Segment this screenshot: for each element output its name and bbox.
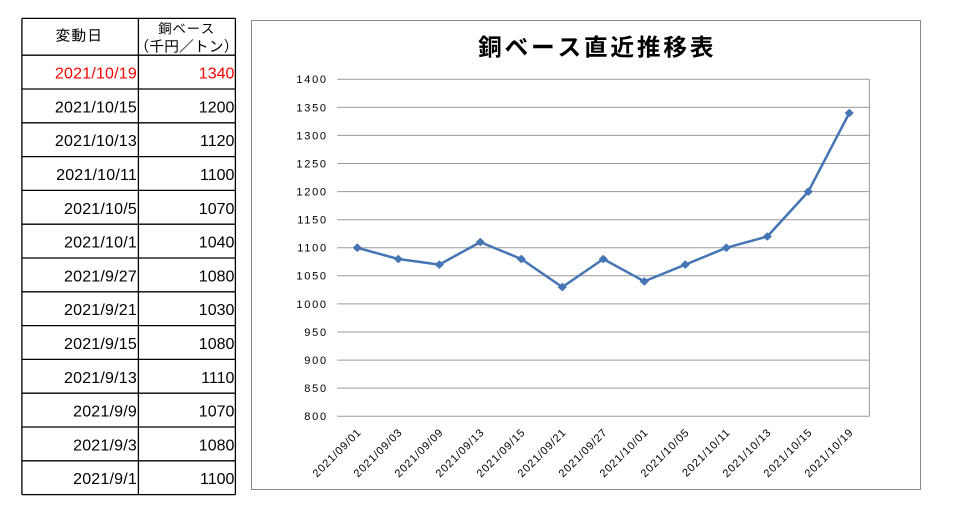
svg-text:1070: 1070 bbox=[199, 404, 235, 421]
svg-text:1080: 1080 bbox=[199, 268, 235, 285]
svg-text:850: 850 bbox=[304, 383, 328, 395]
svg-text:900: 900 bbox=[304, 355, 328, 367]
svg-text:1100: 1100 bbox=[200, 167, 235, 184]
svg-text:1100: 1100 bbox=[297, 243, 328, 255]
svg-text:2021/9/21: 2021/9/21 bbox=[64, 302, 137, 319]
svg-text:1150: 1150 bbox=[297, 215, 328, 227]
svg-text:1080: 1080 bbox=[199, 336, 235, 353]
svg-text:1110: 1110 bbox=[201, 370, 234, 387]
svg-text:2021/9/15: 2021/9/15 bbox=[64, 336, 137, 353]
svg-text:1200: 1200 bbox=[199, 99, 235, 116]
svg-text:1100: 1100 bbox=[200, 471, 235, 488]
svg-text:1350: 1350 bbox=[296, 102, 327, 114]
svg-text:2021/9/3: 2021/9/3 bbox=[73, 437, 137, 454]
svg-text:2021/10/11: 2021/10/11 bbox=[56, 167, 137, 184]
svg-text:1030: 1030 bbox=[199, 302, 235, 319]
svg-text:2021/9/27: 2021/9/27 bbox=[64, 268, 137, 285]
svg-text:2021/10/5: 2021/10/5 bbox=[64, 201, 137, 218]
svg-text:1000: 1000 bbox=[296, 299, 327, 311]
svg-text:1120: 1120 bbox=[200, 133, 235, 150]
svg-text:1300: 1300 bbox=[296, 130, 327, 142]
svg-text:1250: 1250 bbox=[296, 158, 327, 170]
svg-text:1080: 1080 bbox=[199, 437, 235, 454]
svg-text:2021/9/1: 2021/9/1 bbox=[73, 471, 137, 488]
svg-text:2021/9/13: 2021/9/13 bbox=[64, 370, 137, 387]
svg-text:1200: 1200 bbox=[296, 187, 327, 199]
svg-text:2021/10/1: 2021/10/1 bbox=[64, 235, 137, 252]
svg-text:800: 800 bbox=[304, 411, 328, 423]
svg-text:2021/10/15: 2021/10/15 bbox=[55, 99, 137, 116]
svg-text:950: 950 bbox=[304, 327, 328, 339]
svg-text:1340: 1340 bbox=[199, 66, 235, 83]
svg-text:1070: 1070 bbox=[199, 201, 235, 218]
svg-text:2021/10/19: 2021/10/19 bbox=[55, 66, 137, 83]
svg-text:2021/9/9: 2021/9/9 bbox=[73, 404, 137, 421]
svg-text:2021/10/13: 2021/10/13 bbox=[55, 133, 137, 150]
svg-text:1400: 1400 bbox=[296, 74, 327, 86]
svg-text:1040: 1040 bbox=[199, 235, 235, 252]
svg-text:1050: 1050 bbox=[296, 271, 327, 283]
